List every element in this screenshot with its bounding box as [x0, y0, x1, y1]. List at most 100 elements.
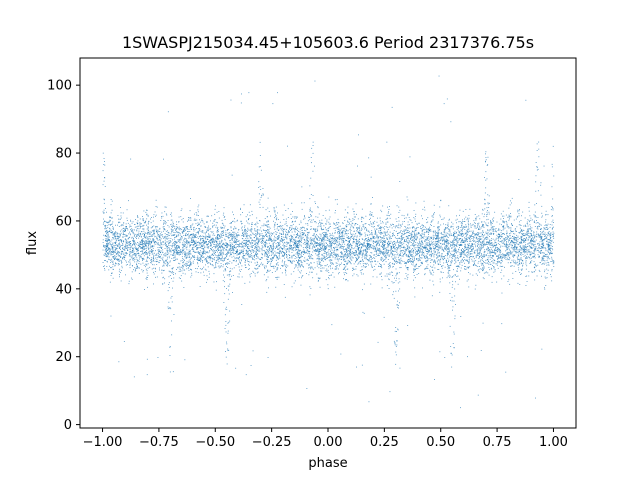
data-point	[132, 248, 133, 250]
data-point	[338, 235, 340, 237]
data-point	[105, 253, 107, 255]
data-point	[124, 249, 126, 251]
data-point	[215, 237, 216, 239]
data-point	[464, 262, 465, 264]
data-point	[508, 219, 510, 221]
data-point	[464, 218, 465, 220]
data-point	[129, 258, 131, 260]
data-point	[441, 237, 442, 239]
data-point	[399, 237, 400, 239]
data-point	[520, 249, 522, 251]
data-point	[172, 249, 174, 251]
data-point	[236, 235, 238, 237]
data-point	[195, 212, 197, 213]
data-point	[477, 254, 478, 256]
data-point	[375, 249, 376, 250]
data-point	[287, 265, 289, 267]
data-point	[359, 263, 361, 265]
data-point	[392, 242, 393, 244]
data-point	[493, 267, 495, 269]
data-point	[129, 226, 130, 228]
data-point	[306, 273, 307, 274]
data-point	[124, 254, 126, 256]
data-point	[292, 260, 294, 262]
data-point	[450, 352, 452, 354]
data-point	[181, 228, 182, 230]
data-point	[264, 230, 266, 232]
data-point	[229, 310, 231, 312]
data-point	[275, 234, 277, 235]
data-point	[339, 231, 341, 233]
data-point	[384, 241, 385, 243]
data-point	[371, 238, 373, 240]
data-point	[527, 246, 529, 247]
data-point	[356, 231, 358, 233]
data-point	[190, 276, 192, 278]
data-point	[275, 243, 277, 245]
data-point	[258, 239, 259, 241]
data-point	[231, 239, 233, 240]
data-point	[299, 238, 301, 240]
data-point	[384, 228, 385, 230]
data-point	[389, 262, 391, 263]
data-point	[230, 233, 232, 235]
data-point	[314, 235, 316, 237]
data-point	[524, 248, 526, 249]
data-point	[448, 219, 450, 221]
data-point	[406, 240, 408, 242]
data-point	[382, 246, 384, 248]
data-point	[490, 229, 492, 231]
data-point	[421, 215, 422, 217]
data-point	[270, 239, 272, 241]
data-point	[294, 228, 296, 229]
data-point	[132, 259, 134, 261]
data-point	[114, 234, 116, 236]
data-point	[368, 264, 369, 266]
data-point	[445, 227, 446, 228]
data-point	[529, 257, 530, 258]
data-point	[356, 259, 358, 260]
data-point	[257, 267, 259, 269]
data-point	[389, 266, 391, 268]
data-point	[438, 233, 439, 235]
data-point	[383, 235, 385, 236]
data-point	[475, 244, 477, 246]
data-point	[412, 264, 414, 266]
data-point	[400, 230, 402, 231]
data-point	[505, 371, 507, 373]
data-point	[151, 230, 153, 232]
data-point	[282, 225, 284, 227]
data-point	[105, 230, 107, 232]
data-point	[490, 244, 492, 246]
data-point	[199, 219, 200, 221]
data-point	[260, 241, 262, 243]
data-point	[223, 244, 225, 246]
data-point	[238, 234, 240, 236]
data-point	[494, 254, 496, 255]
data-point	[410, 251, 412, 253]
data-point	[537, 222, 539, 224]
data-point	[138, 247, 139, 249]
data-point	[107, 253, 109, 255]
data-point	[175, 252, 177, 254]
data-point	[198, 265, 199, 267]
data-point	[418, 251, 420, 252]
data-point	[497, 262, 499, 264]
data-point	[123, 252, 125, 254]
data-point	[174, 250, 175, 252]
data-point	[132, 239, 134, 241]
data-point	[278, 242, 280, 243]
data-point	[149, 247, 151, 249]
data-point	[112, 237, 113, 239]
data-point	[545, 237, 547, 239]
data-point	[538, 148, 540, 150]
data-point	[246, 246, 248, 248]
data-point	[380, 241, 382, 242]
data-point	[438, 248, 440, 250]
data-point	[306, 236, 308, 237]
data-point	[443, 250, 444, 251]
data-point	[157, 252, 159, 254]
data-point	[315, 231, 317, 232]
data-point	[436, 238, 438, 240]
data-point	[229, 232, 231, 233]
